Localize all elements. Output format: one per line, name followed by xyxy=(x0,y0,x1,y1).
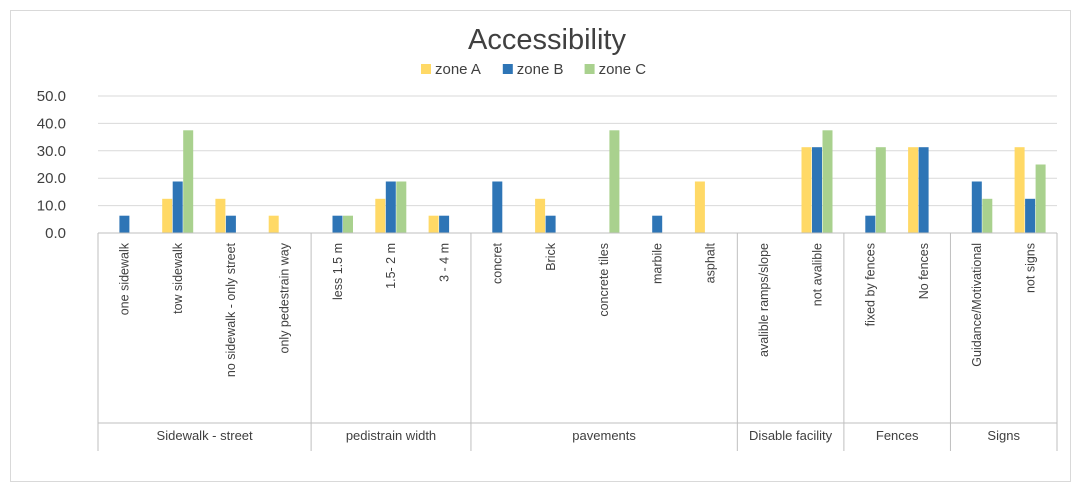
chart-frame: Accessibility zone A zone B zone C 0.0 10.0… xyxy=(10,10,1071,482)
x-tick-label-no-fences: No fences xyxy=(917,243,931,299)
group-label-pedistrain-width: pedistrain width xyxy=(346,428,436,443)
y-tick-label: 50.0 xyxy=(37,88,66,105)
bar-zone-a-only-pedestrain-way xyxy=(268,215,279,233)
bar-zone-b-tow-sidewalk xyxy=(172,181,183,233)
x-tick-label-less-1-5-m: less 1.5 m xyxy=(331,243,345,300)
bar-zone-b-no-sidewalk-only-street xyxy=(225,215,236,233)
legend-swatch-zone-b xyxy=(502,64,513,74)
bar-zone-a-no-fences xyxy=(908,147,919,233)
bar-zone-c-fixed-by-fences xyxy=(875,147,886,233)
bar-zone-b-marbile xyxy=(652,215,663,233)
bar-zone-b-3-4-m xyxy=(439,215,450,233)
bar-zone-a-tow-sidewalk xyxy=(162,198,173,234)
group-label-disable-facility: Disable facility xyxy=(749,428,833,443)
bar-zone-c-1-5-2-m xyxy=(396,181,407,233)
y-tick-label: 20.0 xyxy=(37,170,66,187)
bar-zone-b-concret xyxy=(492,181,503,233)
gridlines xyxy=(98,95,1057,207)
bar-zone-a-no-sidewalk-only-street xyxy=(215,198,226,234)
y-tick-label: 40.0 xyxy=(37,115,66,132)
chart-legend: zone A zone B zone C xyxy=(421,61,646,78)
y-tick-label: 10.0 xyxy=(37,198,66,215)
y-tick-label: 0.0 xyxy=(45,225,66,242)
legend-swatch-zone-c xyxy=(584,64,595,74)
x-tick-label-brick: Brick xyxy=(544,242,558,271)
bar-zone-b-guidance-motivational xyxy=(971,181,982,233)
bar-zone-a-1-5-2-m xyxy=(375,198,386,234)
bar-zone-b-one-sidewalk xyxy=(119,215,130,233)
chart-title: Accessibility xyxy=(468,24,626,56)
bar-zone-a-not-signs xyxy=(1014,147,1025,233)
legend-swatch-zone-a xyxy=(421,64,431,74)
x-tick-label-fixed-by-fences: fixed by fences xyxy=(864,243,878,326)
bar-zone-c-not-signs xyxy=(1035,164,1046,233)
x-tick-label-avalible-ramps-slope: avalible ramps/slope xyxy=(757,243,771,357)
x-tick-label-1-5-2-m: 1.5- 2 m xyxy=(384,243,398,289)
group-label-pavements: pavements xyxy=(572,428,636,443)
x-tick-label-concret: concret xyxy=(491,242,505,284)
x-tick-label-guidance-motivational: Guidance/Motivational xyxy=(970,243,984,367)
y-tick-label: 30.0 xyxy=(37,143,66,160)
bar-zone-c-less-1-5-m xyxy=(343,215,353,233)
x-tick-label-3-4-m: 3 - 4 m xyxy=(437,243,451,282)
x-axis: one sidewalk tow sidewalk no sidewalk - on… xyxy=(97,232,1058,451)
bar-zone-c-not-avalible xyxy=(822,130,833,234)
bar-zone-b-no-fences xyxy=(918,147,929,233)
bar-zone-a-asphalt xyxy=(694,181,705,233)
x-tick-label-no-sidewalk-only-street: no sidewalk - only street xyxy=(224,242,238,377)
legend-label-zone-a: zone A xyxy=(435,61,481,78)
bars xyxy=(119,130,1046,234)
bar-zone-a-3-4-m xyxy=(428,215,439,233)
x-tick-label-marbile: marbile xyxy=(650,243,664,284)
x-tick-label-not-avalible: not avalible xyxy=(810,243,824,306)
group-label-signs: Signs xyxy=(987,428,1020,443)
bar-zone-a-brick xyxy=(535,198,546,234)
bar-zone-a-not-avalible xyxy=(801,147,812,233)
bar-zone-c-concrete-tiles xyxy=(609,130,620,234)
bar-zone-c-tow-sidewalk xyxy=(183,130,194,234)
legend-label-zone-c: zone C xyxy=(599,61,647,78)
bar-zone-b-fixed-by-fences xyxy=(865,215,876,233)
bar-chart: Accessibility zone A zone B zone C 0.0 10.0… xyxy=(37,24,1058,451)
group-label-sidewalk-street: Sidewalk - street xyxy=(157,428,253,443)
group-label-fences: Fences xyxy=(876,428,919,443)
bar-zone-b-brick xyxy=(545,215,556,233)
bar-zone-b-less-1-5-m xyxy=(332,215,343,233)
x-tick-label-tow-sidewalk: tow sidewalk xyxy=(171,242,185,314)
x-tick-label-asphalt: asphalt xyxy=(704,242,718,283)
x-tick-label-not-signs: not signs xyxy=(1023,243,1037,293)
x-tick-label-concrete-tiles: concrete tiles xyxy=(597,243,611,317)
bar-zone-b-not-avalible xyxy=(812,147,822,233)
bar-zone-c-guidance-motivational xyxy=(982,198,993,234)
x-tick-label-only-pedestrain-way: only pedestrain way xyxy=(278,242,292,353)
bar-zone-b-1-5-2-m xyxy=(385,181,396,233)
x-tick-label-one-sidewalk: one sidewalk xyxy=(118,242,132,315)
legend-label-zone-b: zone B xyxy=(517,61,564,78)
bar-zone-b-not-signs xyxy=(1025,198,1036,234)
y-axis: 0.0 10.0 20.0 30.0 40.0 50.0 xyxy=(37,88,66,242)
